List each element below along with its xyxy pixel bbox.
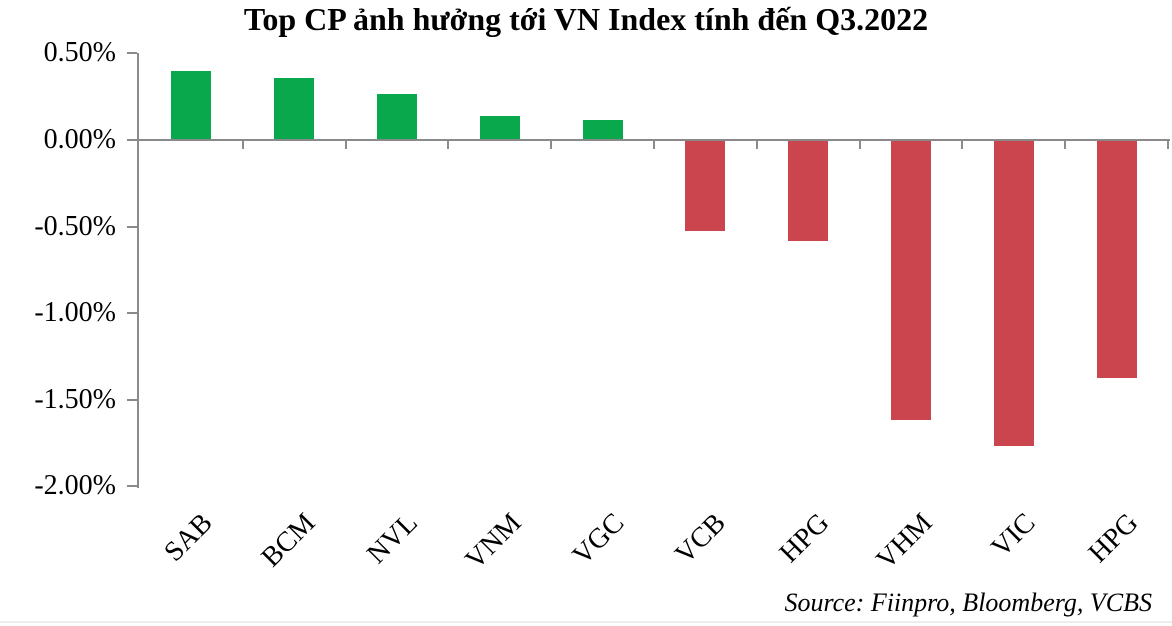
x-axis-label: NVL xyxy=(361,507,425,570)
y-axis-tick xyxy=(127,52,137,54)
y-axis-tick-label: -1.00% xyxy=(34,297,116,328)
x-axis-tick xyxy=(242,141,244,149)
y-axis-tick-label: -2.00% xyxy=(34,470,116,501)
chart-title: Top CP ảnh hưởng tới VN Index tính đến Q… xyxy=(243,1,929,37)
bar-vic xyxy=(994,141,1034,446)
source-caption: Source: Fiinpro, Bloomberg, VCBS xyxy=(784,588,1152,617)
bar-vgc xyxy=(583,120,623,139)
x-axis-tick xyxy=(1167,141,1169,149)
y-axis-tick-label: 0.00% xyxy=(43,124,116,155)
x-axis-tick xyxy=(859,141,861,149)
y-axis-tick xyxy=(127,312,137,314)
x-axis-label: SAB xyxy=(157,507,219,568)
x-axis-line xyxy=(137,139,1170,141)
x-axis-label: VIC xyxy=(985,507,1042,564)
x-axis-tick xyxy=(1064,141,1066,149)
y-axis-tick xyxy=(127,485,137,487)
bar-vcb xyxy=(685,141,725,231)
bar-bcm xyxy=(274,78,314,139)
y-axis-tick xyxy=(127,226,137,228)
y-axis-tick-label: -0.50% xyxy=(34,211,116,242)
x-axis-label: HPG xyxy=(1082,507,1145,569)
bar-hpg xyxy=(1097,141,1137,378)
bar-nvl xyxy=(377,94,417,139)
bar-vhm xyxy=(891,141,931,420)
x-axis-label: VHM xyxy=(870,507,939,576)
y-axis-tick-label: -1.50% xyxy=(34,384,116,415)
x-axis-tick xyxy=(961,141,963,149)
x-axis-label: BCM xyxy=(255,507,322,574)
x-axis-label: VCB xyxy=(669,507,733,570)
x-axis-label: VGC xyxy=(566,507,631,572)
x-axis-label: HPG xyxy=(773,507,836,569)
bar-hpg xyxy=(788,141,828,241)
bar-vnm xyxy=(480,116,520,139)
x-axis-tick xyxy=(345,141,347,149)
bar-sab xyxy=(171,71,211,139)
y-axis-tick xyxy=(127,139,137,141)
x-axis-tick xyxy=(447,141,449,149)
x-axis-tick xyxy=(756,141,758,149)
y-axis-tick-label: 0.50% xyxy=(43,37,116,68)
window-bottom-edge xyxy=(0,621,1172,623)
x-axis-tick xyxy=(653,141,655,149)
x-axis-tick xyxy=(550,141,552,149)
x-axis-label: VNM xyxy=(459,507,528,576)
y-axis-line xyxy=(137,53,139,488)
y-axis-tick xyxy=(127,399,137,401)
